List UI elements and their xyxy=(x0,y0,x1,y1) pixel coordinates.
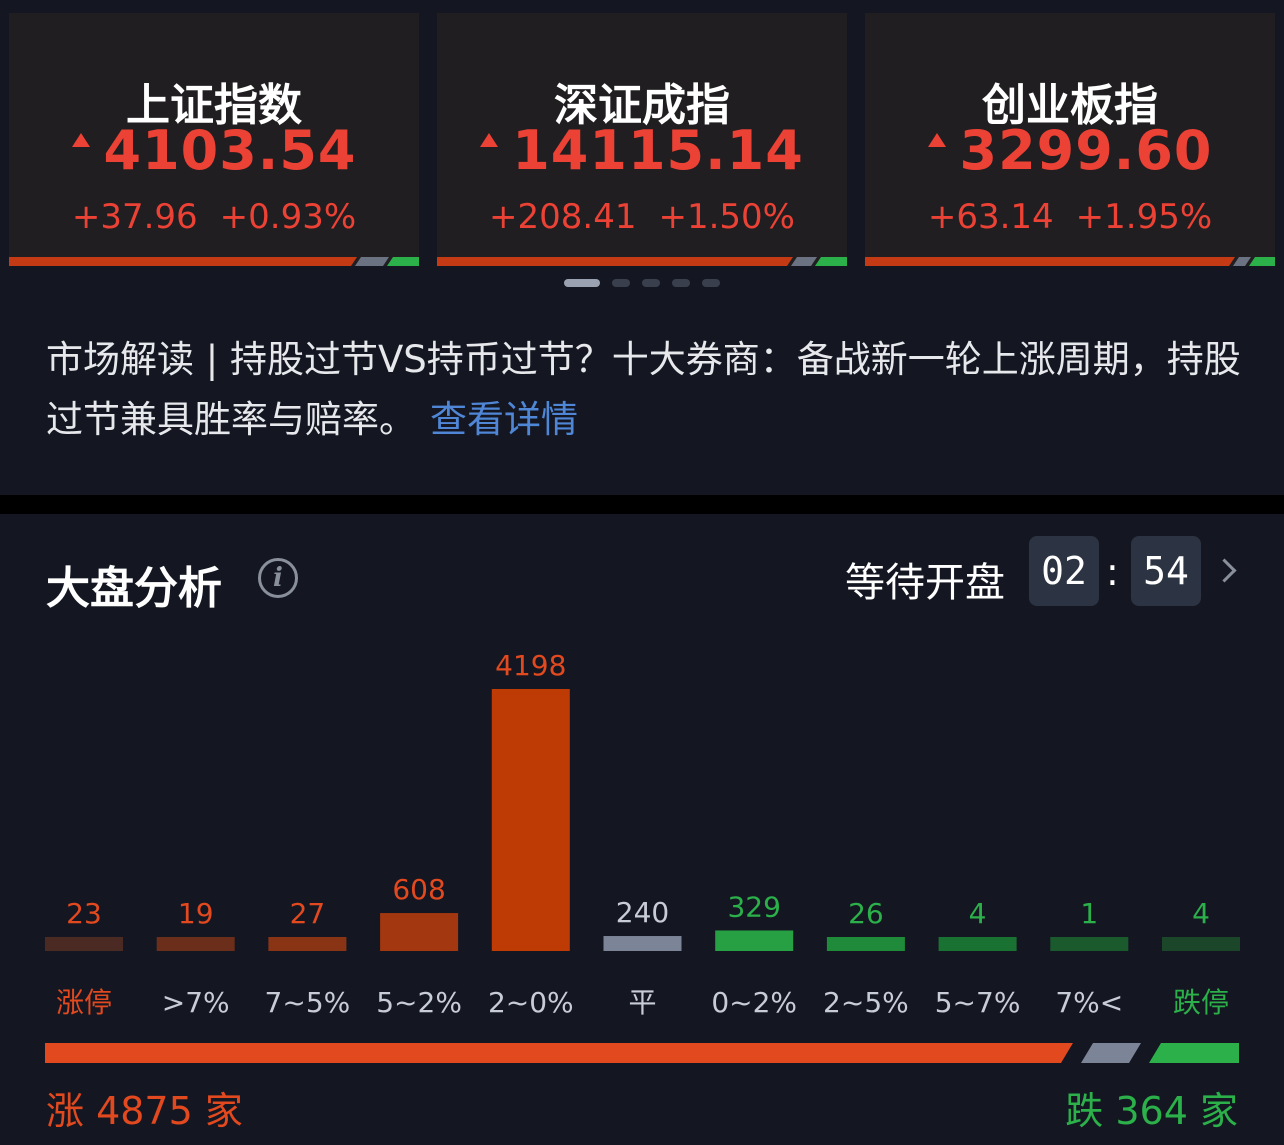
index-breadth-bar xyxy=(865,257,1275,266)
category-label: 涨停 xyxy=(56,986,112,1019)
up-arrow-icon xyxy=(71,133,90,148)
category-label: 2~0% xyxy=(488,986,574,1019)
index-card-sh[interactable]: 上证指数 4103.54 +37.96 +0.93% xyxy=(9,13,419,266)
distribution-chart: 23 涨停 19 >7% 27 7~5% 608 5~2% 4198 2~0% 240 平 329 0~2… xyxy=(45,649,1240,1019)
bar-value-label: 27 xyxy=(290,897,326,930)
up-arrow-icon xyxy=(927,133,946,148)
index-card-cyb[interactable]: 创业板指 3299.60 +63.14 +1.95% xyxy=(865,13,1275,266)
category-label: 2~5% xyxy=(823,986,909,1019)
bar-value-label: 4198 xyxy=(495,649,566,682)
index-change-row: +37.96 +0.93% xyxy=(9,197,419,237)
index-change: +63.14 xyxy=(927,197,1054,237)
bar-value-label: 23 xyxy=(66,897,102,930)
bar xyxy=(603,936,682,951)
index-change: +37.96 xyxy=(71,197,198,237)
carousel-dot[interactable] xyxy=(672,279,690,287)
index-name: 上证指数 xyxy=(126,80,302,131)
countdown-minutes: 02 xyxy=(1029,536,1099,606)
ratio-flat-segment xyxy=(1081,1043,1141,1063)
category-label: 5~2% xyxy=(376,986,462,1019)
indices-panel: 上证指数 4103.54 +37.96 +0.93% 深证成指 14115.14 … xyxy=(0,0,1284,495)
category-label: 7~5% xyxy=(265,986,351,1019)
category-label: 跌停 xyxy=(1173,986,1229,1019)
bar-value-label: 1 xyxy=(1080,897,1098,930)
up-arrow-icon xyxy=(480,133,499,148)
bar-value-label: 4 xyxy=(1192,897,1210,930)
chevron-right-icon[interactable] xyxy=(1212,558,1237,583)
ratio-up-segment xyxy=(45,1043,1073,1063)
bar xyxy=(380,913,459,951)
bar xyxy=(491,689,570,951)
ratio-down-segment xyxy=(1149,1043,1239,1063)
index-percent: +1.95% xyxy=(1075,197,1213,237)
index-value-row: 4103.54 xyxy=(9,119,419,182)
bar xyxy=(268,937,347,951)
countdown-separator: : xyxy=(1106,550,1119,594)
index-value-row: 14115.14 xyxy=(437,119,847,182)
section-title: 大盘分析 xyxy=(46,563,222,614)
waiting-open-label: 等待开盘 xyxy=(845,560,1005,606)
bar-value-label: 329 xyxy=(727,890,780,923)
news-text: 市场解读 | 持股过节VS持币过节？十大券商：备战新一轮上涨周期，持股过节兼具胜… xyxy=(46,338,1241,441)
carousel-dot[interactable] xyxy=(702,279,720,287)
category-label: 5~7% xyxy=(935,986,1021,1019)
news-detail-link[interactable]: 查看详情 xyxy=(430,398,578,441)
bar xyxy=(715,930,794,951)
market-news[interactable]: 市场解读 | 持股过节VS持币过节？十大券商：备战新一轮上涨周期，持股过节兼具胜… xyxy=(46,330,1246,450)
index-breadth-bar xyxy=(9,257,419,266)
up-down-ratio-bar xyxy=(45,1043,1239,1063)
category-label: >7% xyxy=(162,986,230,1019)
bar-value-label: 608 xyxy=(392,873,445,906)
bar-value-label: 19 xyxy=(178,897,214,930)
index-percent: +0.93% xyxy=(219,197,357,237)
info-icon[interactable]: i xyxy=(258,558,298,598)
index-percent: +1.50% xyxy=(658,197,795,237)
market-analysis-panel: 大盘分析 i 等待开盘 02 : 54 23 涨停 19 >7% 27 7~5% 608 5~… xyxy=(0,514,1284,1145)
carousel-dot[interactable] xyxy=(642,279,660,287)
carousel-dot[interactable] xyxy=(564,279,600,287)
index-value-row: 3299.60 xyxy=(865,119,1275,182)
category-label: 7%< xyxy=(1055,986,1123,1019)
index-change-row: +63.14 +1.95% xyxy=(865,197,1275,237)
carousel-dot[interactable] xyxy=(612,279,630,287)
category-label: 0~2% xyxy=(711,986,797,1019)
bar-value-label: 4 xyxy=(969,897,987,930)
category-label: 平 xyxy=(628,986,656,1019)
bar xyxy=(156,937,235,951)
bar xyxy=(938,937,1017,951)
index-name: 深证成指 xyxy=(554,80,730,131)
index-name: 创业板指 xyxy=(982,80,1158,131)
bar xyxy=(45,937,123,951)
index-change: +208.41 xyxy=(489,197,637,237)
bar-value-label: 26 xyxy=(848,897,884,930)
countdown-seconds: 54 xyxy=(1131,536,1201,606)
index-card-sz[interactable]: 深证成指 14115.14 +208.41 +1.50% xyxy=(437,13,847,266)
index-value: 14115.14 xyxy=(512,119,804,182)
index-change-row: +208.41 +1.50% xyxy=(437,197,847,237)
index-value: 3299.60 xyxy=(959,119,1213,182)
bar xyxy=(826,937,905,951)
bar xyxy=(1050,937,1129,951)
index-value: 4103.54 xyxy=(103,119,357,182)
carousel-indicator[interactable] xyxy=(0,279,1284,287)
bar xyxy=(1162,937,1240,951)
bar-value-label: 240 xyxy=(616,896,669,929)
decliners-count: 跌 364 家 xyxy=(1065,1089,1238,1133)
index-breadth-bar xyxy=(437,257,847,266)
advancers-count: 涨 4875 家 xyxy=(46,1089,243,1133)
